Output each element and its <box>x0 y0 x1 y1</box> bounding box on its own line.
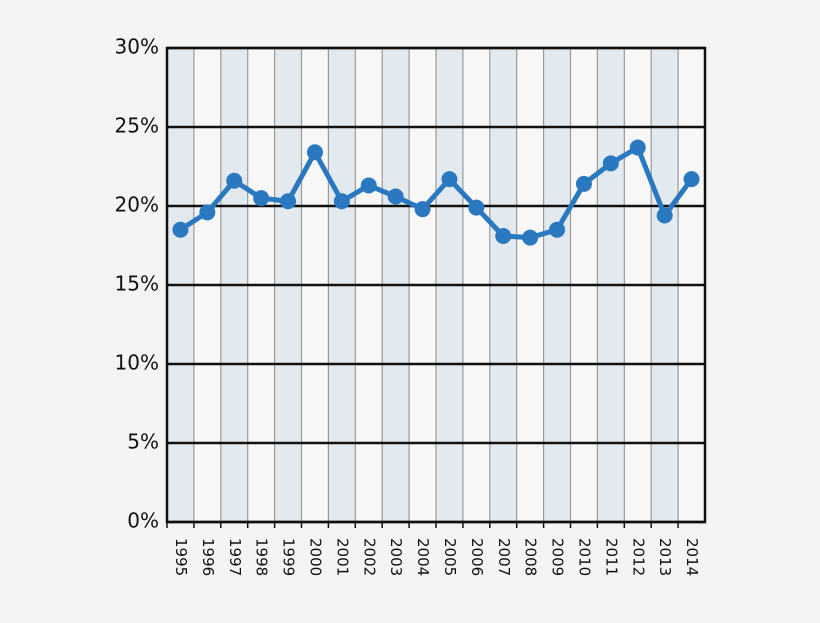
x-tick-label: 2001 <box>333 538 351 576</box>
x-tick-label: 2004 <box>414 538 432 576</box>
point <box>629 139 646 156</box>
y-tick-label: 30% <box>115 35 159 59</box>
x-tick-label: 1998 <box>253 538 271 576</box>
point <box>172 221 189 238</box>
point <box>306 144 323 161</box>
point <box>495 228 512 245</box>
x-tick-label: 2014 <box>683 538 701 576</box>
x-tick-label: 2008 <box>522 538 540 576</box>
point <box>280 193 297 210</box>
point <box>333 193 350 210</box>
x-tick-label: 1997 <box>226 538 244 576</box>
x-tick-label: 2011 <box>602 538 620 576</box>
x-tick-label: 2000 <box>306 538 324 576</box>
point <box>683 171 700 188</box>
x-tick-label: 1999 <box>280 538 298 576</box>
point <box>199 204 216 221</box>
point <box>549 221 566 238</box>
x-tick-label: 2010 <box>575 538 593 576</box>
point <box>226 172 243 189</box>
point <box>387 188 404 205</box>
y-tick-label: 15% <box>115 272 159 296</box>
point <box>522 229 539 246</box>
point <box>441 171 458 188</box>
point <box>414 201 431 218</box>
point <box>575 175 592 192</box>
point <box>656 207 673 224</box>
x-tick-label: 2007 <box>495 538 513 576</box>
point <box>468 199 485 216</box>
x-tick-label: 2003 <box>387 538 405 576</box>
x-tick-label: 1995 <box>172 538 190 576</box>
point <box>253 190 270 207</box>
y-tick-label: 25% <box>115 114 159 138</box>
point <box>602 155 619 172</box>
x-tick-label: 2005 <box>441 538 459 576</box>
y-tick-label: 20% <box>115 193 159 217</box>
y-tick-label: 5% <box>127 430 159 454</box>
point <box>360 177 377 194</box>
plot-frame <box>165 46 707 524</box>
x-tick-label: 2009 <box>549 538 567 576</box>
x-tick-label: 2006 <box>468 538 486 576</box>
x-tick-label: 2013 <box>656 538 674 576</box>
y-tick-label: 10% <box>115 351 159 375</box>
x-tick-label: 2012 <box>629 538 647 576</box>
x-tick-label: 2002 <box>360 538 378 576</box>
y-tick-label: 0% <box>127 509 159 533</box>
x-tick-label: 1996 <box>199 538 217 576</box>
